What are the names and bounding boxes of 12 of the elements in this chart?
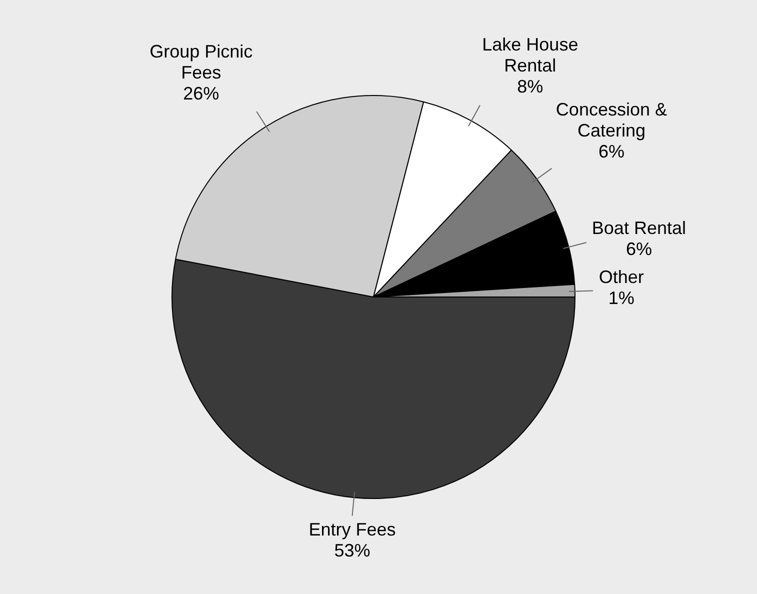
data-label: 53% bbox=[334, 540, 370, 560]
data-label: 26% bbox=[183, 84, 220, 104]
data-label: 6% bbox=[626, 238, 652, 259]
data-label: 6% bbox=[598, 141, 624, 162]
slice-label: Boat Rental bbox=[592, 218, 686, 238]
slice-label: Group Picnic Fees bbox=[150, 42, 253, 83]
data-label: 1% bbox=[608, 288, 634, 308]
slice-label: Lake House Rental bbox=[482, 34, 578, 76]
data-label: 8% bbox=[517, 76, 544, 96]
slice-label: Other bbox=[598, 266, 644, 287]
slice-label: Concession & Catering bbox=[556, 99, 667, 140]
slice-label: Entry Fees bbox=[308, 519, 396, 540]
